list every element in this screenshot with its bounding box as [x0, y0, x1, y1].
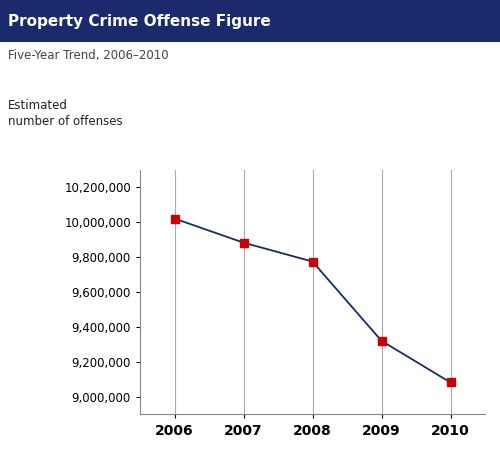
Text: Five-Year Trend, 2006–2010: Five-Year Trend, 2006–2010 — [8, 49, 168, 63]
Text: Property Crime Offense Figure: Property Crime Offense Figure — [8, 14, 270, 29]
Text: number of offenses: number of offenses — [8, 115, 122, 129]
Text: Estimated: Estimated — [8, 99, 68, 112]
